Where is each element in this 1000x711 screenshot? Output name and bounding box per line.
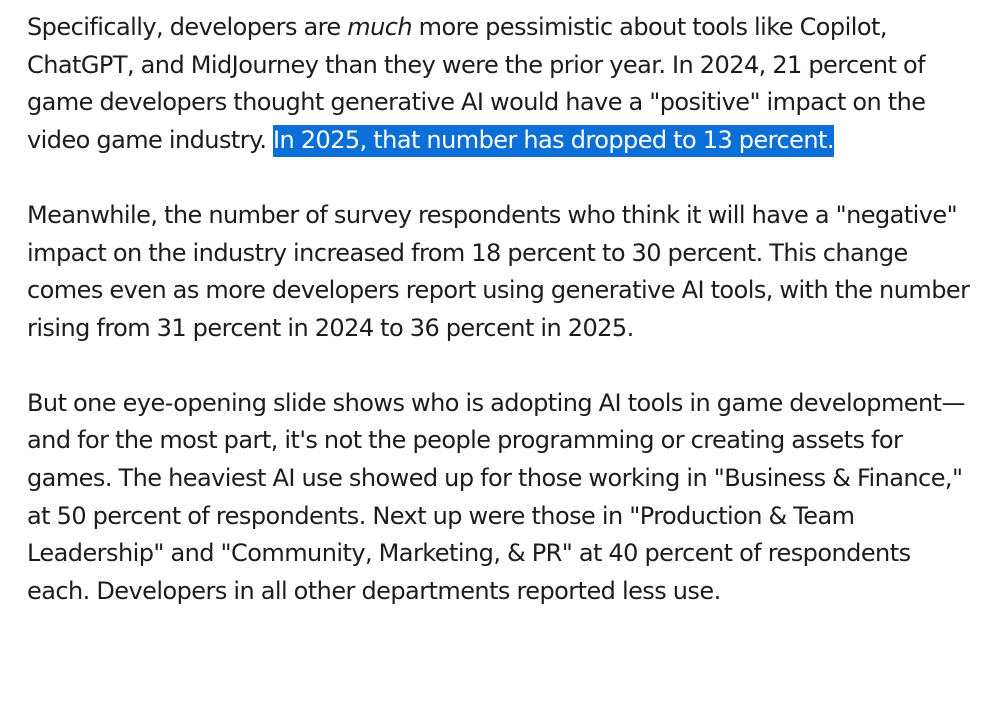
paragraph-text: more pessimistic about tools like Copilo… xyxy=(27,13,926,155)
paragraph-negative-impact: Meanwhile, the number of survey responde… xyxy=(27,200,970,342)
paragraph-text: Specifically, developers are xyxy=(27,13,348,41)
selected-text-highlight[interactable]: In 2025, that number has dropped to 13 p… xyxy=(273,125,834,158)
paragraph-ai-adoption-by-department: But one eye-opening slide shows who is a… xyxy=(27,388,966,606)
emphasized-text: much xyxy=(347,13,413,41)
paragraph-developer-sentiment: Specifically, developers are much more p… xyxy=(27,9,976,160)
